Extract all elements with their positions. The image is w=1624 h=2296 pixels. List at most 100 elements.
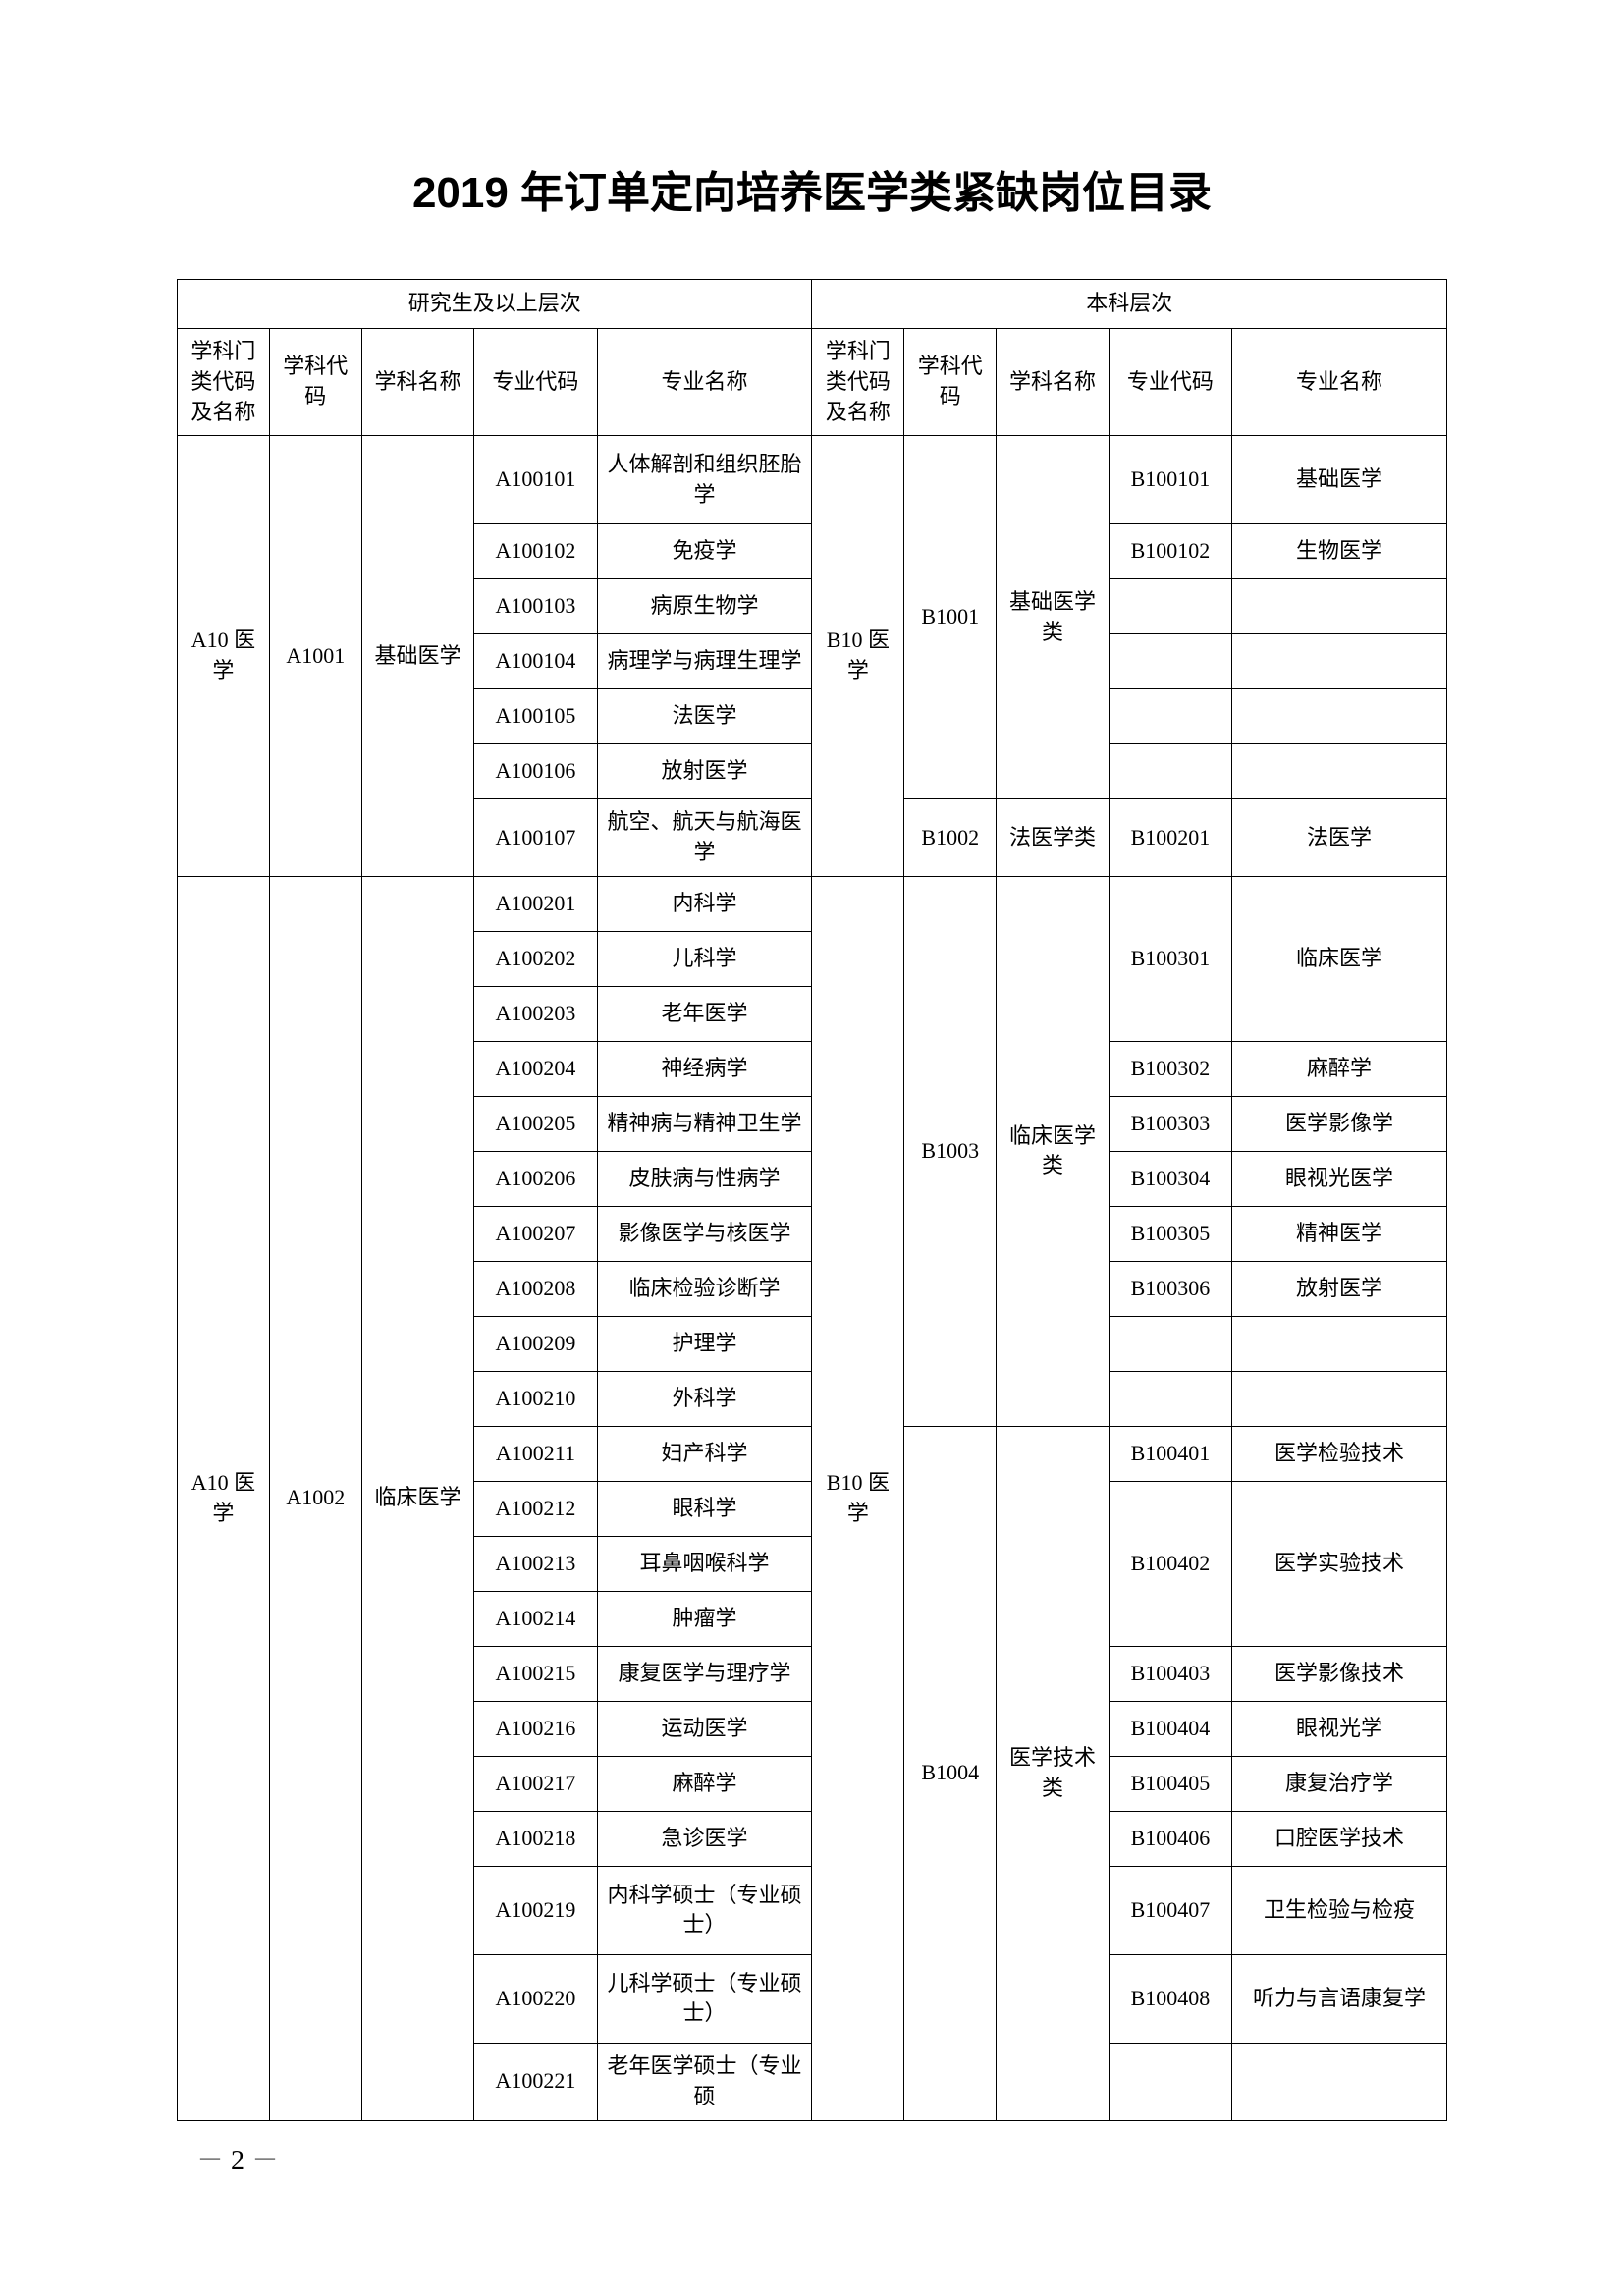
cell-spec-code: A100207 bbox=[474, 1206, 597, 1261]
cell-spec-name: 法医学 bbox=[1231, 799, 1446, 877]
cell-b1004-code: B1004 bbox=[904, 1426, 997, 2120]
cell-spec-code: B100403 bbox=[1109, 1646, 1231, 1701]
cell-spec-code: B100408 bbox=[1109, 1954, 1231, 2043]
cell-spec-code bbox=[1109, 1371, 1231, 1426]
cell-spec-name: 皮肤病与性病学 bbox=[597, 1151, 812, 1206]
cell-spec-code: A100216 bbox=[474, 1701, 597, 1756]
cell-spec-code: A100106 bbox=[474, 744, 597, 799]
hdr-l-disc-code: 学科代码 bbox=[269, 329, 361, 436]
cell-spec-name: 急诊医学 bbox=[597, 1811, 812, 1866]
cell-spec-name: 临床医学 bbox=[1231, 876, 1446, 1041]
cell-spec-name: 外科学 bbox=[597, 1371, 812, 1426]
hdr-r-disc-name: 学科名称 bbox=[997, 329, 1110, 436]
cell-spec-code: B100305 bbox=[1109, 1206, 1231, 1261]
cell-left-cat: A10 医学 bbox=[178, 436, 270, 877]
cell-spec-code: A100214 bbox=[474, 1591, 597, 1646]
cell-spec-name: 眼科学 bbox=[597, 1481, 812, 1536]
cell-spec-name: 人体解剖和组织胚胎学 bbox=[597, 436, 812, 524]
cell-b1004-name: 医学技术类 bbox=[997, 1426, 1110, 2120]
cell-a1002-name: 临床医学 bbox=[361, 876, 474, 2120]
cell-spec-code: B100303 bbox=[1109, 1096, 1231, 1151]
cell-spec-code: A100219 bbox=[474, 1866, 597, 1954]
cell-spec-name: 麻醉学 bbox=[1231, 1041, 1446, 1096]
cell-spec-code: B100304 bbox=[1109, 1151, 1231, 1206]
cell-spec-name: 老年医学 bbox=[597, 986, 812, 1041]
cell-spec-name bbox=[1231, 2043, 1446, 2120]
cell-spec-name: 康复治疗学 bbox=[1231, 1756, 1446, 1811]
cell-spec-code: B100402 bbox=[1109, 1481, 1231, 1646]
cell-spec-code bbox=[1109, 744, 1231, 799]
page-number: － 2 － bbox=[196, 2139, 279, 2178]
header-row-2: 学科门类代码及名称 学科代码 学科名称 专业代码 专业名称 学科门类代码及名称 … bbox=[178, 329, 1447, 436]
cell-spec-name: 老年医学硕士（专业硕 bbox=[597, 2043, 812, 2120]
cell-spec-code: A100213 bbox=[474, 1536, 597, 1591]
cell-left-cat-2: A10 医学 bbox=[178, 876, 270, 2120]
cell-spec-code: A100101 bbox=[474, 436, 597, 524]
cell-spec-name: 医学影像学 bbox=[1231, 1096, 1446, 1151]
cell-spec-name bbox=[1231, 1371, 1446, 1426]
cell-spec-name: 儿科学 bbox=[597, 931, 812, 986]
cell-spec-name: 病原生物学 bbox=[597, 579, 812, 634]
cell-spec-name: 影像医学与核医学 bbox=[597, 1206, 812, 1261]
page-title: 2019 年订单定向培养医学类紧缺岗位目录 bbox=[177, 157, 1447, 220]
cell-spec-code: B100401 bbox=[1109, 1426, 1231, 1481]
cell-a1001-code: A1001 bbox=[269, 436, 361, 877]
cell-spec-code bbox=[1109, 689, 1231, 744]
cell-spec-code bbox=[1109, 1316, 1231, 1371]
cell-spec-name bbox=[1231, 634, 1446, 689]
cell-spec-name: 放射医学 bbox=[1231, 1261, 1446, 1316]
hdr-r-cat: 学科门类代码及名称 bbox=[812, 329, 904, 436]
cell-spec-name: 妇产科学 bbox=[597, 1426, 812, 1481]
cell-spec-code: A100217 bbox=[474, 1756, 597, 1811]
hdr-l-spec-code: 专业代码 bbox=[474, 329, 597, 436]
cell-spec-name: 基础医学 bbox=[1231, 436, 1446, 524]
cell-spec-code: A100102 bbox=[474, 524, 597, 579]
cell-spec-code: A100210 bbox=[474, 1371, 597, 1426]
cell-spec-name: 眼视光学 bbox=[1231, 1701, 1446, 1756]
cell-spec-name: 精神医学 bbox=[1231, 1206, 1446, 1261]
cell-spec-name: 免疫学 bbox=[597, 524, 812, 579]
cell-spec-name: 卫生检验与检疫 bbox=[1231, 1866, 1446, 1954]
cell-spec-name: 放射医学 bbox=[597, 744, 812, 799]
cell-spec-code: A100203 bbox=[474, 986, 597, 1041]
cell-b1001-code: B1001 bbox=[904, 436, 997, 799]
cell-spec-code bbox=[1109, 634, 1231, 689]
cell-spec-code: B100302 bbox=[1109, 1041, 1231, 1096]
cell-spec-name: 麻醉学 bbox=[597, 1756, 812, 1811]
cell-spec-name: 医学影像技术 bbox=[1231, 1646, 1446, 1701]
hdr-r-spec-name: 专业名称 bbox=[1231, 329, 1446, 436]
hdr-l-disc-name: 学科名称 bbox=[361, 329, 474, 436]
cell-spec-code: A100103 bbox=[474, 579, 597, 634]
cell-spec-code: A100218 bbox=[474, 1811, 597, 1866]
cell-spec-name: 内科学 bbox=[597, 876, 812, 931]
cell-spec-code: B100407 bbox=[1109, 1866, 1231, 1954]
cell-spec-code: A100211 bbox=[474, 1426, 597, 1481]
cell-spec-code: B100406 bbox=[1109, 1811, 1231, 1866]
cell-b1001-name: 基础医学类 bbox=[997, 436, 1110, 799]
cell-spec-name bbox=[1231, 689, 1446, 744]
cell-right-cat: B10 医学 bbox=[812, 436, 904, 877]
cell-spec-name: 生物医学 bbox=[1231, 524, 1446, 579]
cell-a1001-name: 基础医学 bbox=[361, 436, 474, 877]
cell-spec-code: A100107 bbox=[474, 799, 597, 877]
cell-spec-name: 医学实验技术 bbox=[1231, 1481, 1446, 1646]
cell-spec-name: 护理学 bbox=[597, 1316, 812, 1371]
cell-spec-code: B100101 bbox=[1109, 436, 1231, 524]
header-row-1: 研究生及以上层次 本科层次 bbox=[178, 280, 1447, 329]
cell-spec-code: A100220 bbox=[474, 1954, 597, 2043]
table-row: A10 医学 A1002 临床医学 A100201 内科学 B10 医学 B10… bbox=[178, 876, 1447, 931]
cell-spec-code: A100201 bbox=[474, 876, 597, 931]
cell-spec-code: A100104 bbox=[474, 634, 597, 689]
hdr-l-cat: 学科门类代码及名称 bbox=[178, 329, 270, 436]
cell-spec-code bbox=[1109, 2043, 1231, 2120]
cell-spec-name: 病理学与病理生理学 bbox=[597, 634, 812, 689]
cell-spec-code: A100212 bbox=[474, 1481, 597, 1536]
cell-spec-name: 康复医学与理疗学 bbox=[597, 1646, 812, 1701]
cell-spec-name bbox=[1231, 1316, 1446, 1371]
cell-a1002-code: A1002 bbox=[269, 876, 361, 2120]
cell-spec-name: 内科学硕士（专业硕士） bbox=[597, 1866, 812, 1954]
cell-spec-code: B100201 bbox=[1109, 799, 1231, 877]
header-undergrad: 本科层次 bbox=[812, 280, 1447, 329]
cell-spec-name: 运动医学 bbox=[597, 1701, 812, 1756]
cell-spec-code: A100204 bbox=[474, 1041, 597, 1096]
